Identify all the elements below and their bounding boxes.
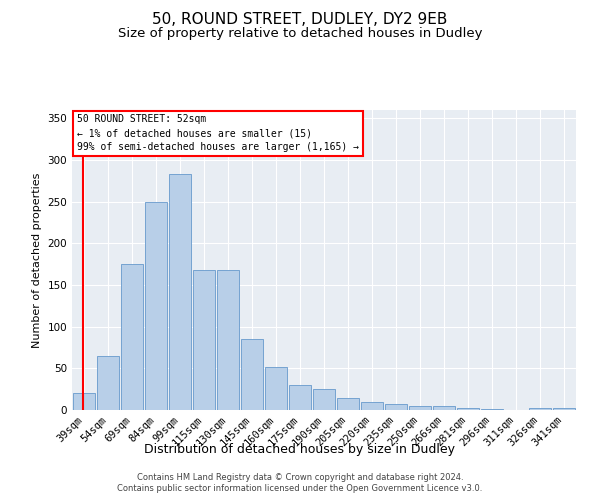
Bar xyxy=(361,402,383,410)
Bar xyxy=(553,408,575,410)
Text: Size of property relative to detached houses in Dudley: Size of property relative to detached ho… xyxy=(118,28,482,40)
Bar xyxy=(529,408,551,410)
Text: Distribution of detached houses by size in Dudley: Distribution of detached houses by size … xyxy=(145,442,455,456)
Bar xyxy=(313,389,335,410)
Bar xyxy=(217,270,239,410)
Bar xyxy=(193,270,215,410)
Bar xyxy=(121,264,143,410)
Bar xyxy=(337,398,359,410)
Bar xyxy=(145,202,167,410)
Bar xyxy=(265,366,287,410)
Bar xyxy=(73,394,95,410)
Y-axis label: Number of detached properties: Number of detached properties xyxy=(32,172,42,348)
Bar xyxy=(433,406,455,410)
Bar xyxy=(385,404,407,410)
Text: 50 ROUND STREET: 52sqm
← 1% of detached houses are smaller (15)
99% of semi-deta: 50 ROUND STREET: 52sqm ← 1% of detached … xyxy=(77,114,359,152)
Text: Contains HM Land Registry data © Crown copyright and database right 2024.: Contains HM Land Registry data © Crown c… xyxy=(137,472,463,482)
Bar xyxy=(457,408,479,410)
Bar xyxy=(169,174,191,410)
Bar xyxy=(241,339,263,410)
Bar xyxy=(289,385,311,410)
Text: Contains public sector information licensed under the Open Government Licence v3: Contains public sector information licen… xyxy=(118,484,482,493)
Bar xyxy=(97,356,119,410)
Text: 50, ROUND STREET, DUDLEY, DY2 9EB: 50, ROUND STREET, DUDLEY, DY2 9EB xyxy=(152,12,448,28)
Bar xyxy=(481,409,503,410)
Bar xyxy=(409,406,431,410)
